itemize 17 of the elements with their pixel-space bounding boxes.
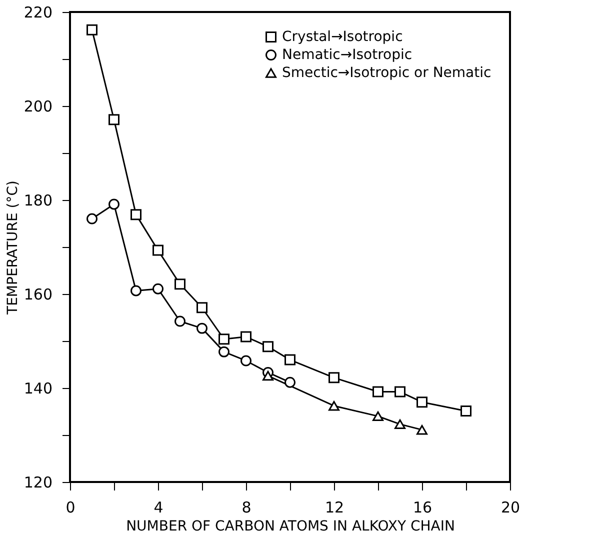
y-axis-title: TEMPERATURE (°C) xyxy=(4,180,21,316)
legend-label: Crystal→Isotropic xyxy=(282,29,403,45)
y-tick-label: 220 xyxy=(24,4,52,22)
y-tick-label: 120 xyxy=(24,474,52,492)
legend-label: Smectic→Isotropic or Nematic xyxy=(282,65,492,81)
x-tick-label: 12 xyxy=(324,498,344,516)
x-tick-label: 16 xyxy=(412,498,432,516)
y-tick-label: 160 xyxy=(24,286,52,304)
y-tick-label: 140 xyxy=(24,380,52,398)
y-tick-label: 200 xyxy=(24,98,52,116)
x-tick-label: 0 xyxy=(66,498,76,516)
y-tick-label: 180 xyxy=(24,192,52,210)
x-tick-label: 20 xyxy=(500,498,520,516)
x-tick-label: 8 xyxy=(242,498,252,516)
x-axis-title: NUMBER OF CARBON ATOMS IN ALKOXY CHAIN xyxy=(126,518,455,534)
x-tick-label: 4 xyxy=(154,498,164,516)
legend-label: Nematic→Isotropic xyxy=(282,47,412,63)
